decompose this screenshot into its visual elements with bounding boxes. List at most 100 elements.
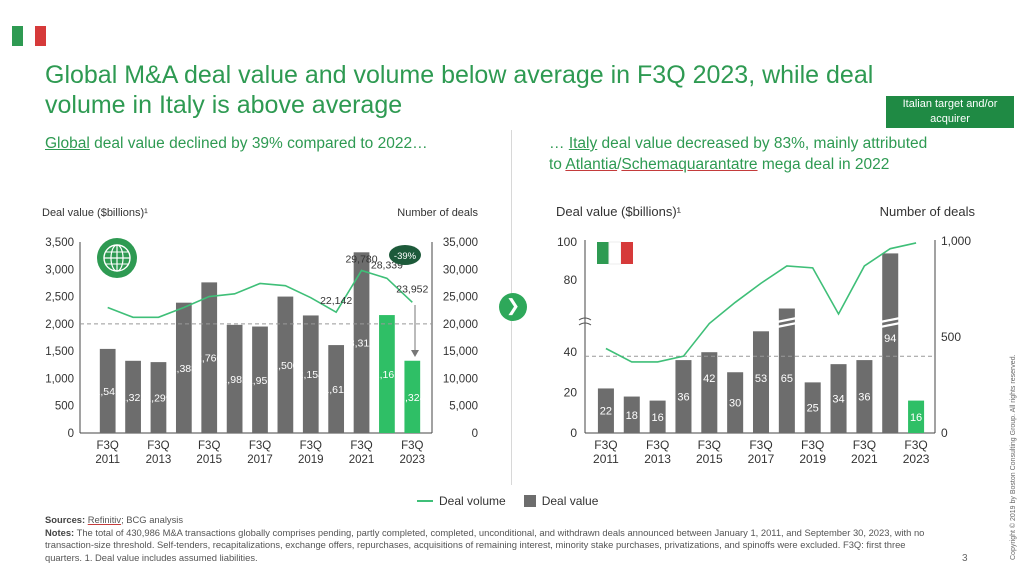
right-bar xyxy=(752,331,770,433)
right-bar-label: 36 xyxy=(677,392,689,404)
right-bar xyxy=(727,372,744,433)
right-y2label: Number of deals xyxy=(880,204,976,219)
left-subtitle-text: deal value declined by 39% compared to 2… xyxy=(89,135,428,152)
italy-chart: Deal value ($billions)¹ Number of deals02… xyxy=(556,204,976,466)
left-bar xyxy=(201,282,218,433)
left-bar xyxy=(226,324,243,433)
left-xtick-label: 2015 xyxy=(196,454,222,466)
left-y2tick-label: 0 xyxy=(472,428,478,440)
left-bar-label: 1,541 xyxy=(95,386,121,398)
right-xtick-label: 2015 xyxy=(696,452,723,466)
right-bar xyxy=(675,360,692,433)
right-bar xyxy=(804,382,821,433)
right-bar xyxy=(882,253,899,433)
left-bar xyxy=(277,296,294,433)
right-bar-label: 25 xyxy=(807,403,819,415)
copyright-text: Copyright © 2019 by Boston Consulting Gr… xyxy=(1010,354,1017,560)
left-xtick-label: F3Q xyxy=(350,440,372,452)
right-xtick-label: 2013 xyxy=(644,452,671,466)
right-subtitle-slash: / xyxy=(617,156,622,173)
right-subtitle-atlantia: Atlantia xyxy=(565,156,618,173)
legend-value-label: Deal value xyxy=(541,494,599,508)
left-ytick-label: 3,500 xyxy=(45,237,74,249)
left-bar xyxy=(252,326,268,433)
right-bar-label: 36 xyxy=(858,392,870,404)
right-axis-break-icon xyxy=(578,317,592,326)
flag-stripe-green xyxy=(12,26,24,46)
sources-rest: ; BCG analysis xyxy=(121,514,184,525)
right-ytick-label: 20 xyxy=(564,386,578,400)
left-xtick-label: 2023 xyxy=(400,454,426,466)
left-ytick-label: 1,500 xyxy=(45,346,74,358)
italy-flag-icon-white xyxy=(608,241,622,265)
chevron-right-icon: ❯ xyxy=(499,293,527,321)
right-y2tick-label: 500 xyxy=(941,330,961,344)
left-bar-label: 2,161 xyxy=(374,369,400,381)
right-xtick-label: F3Q xyxy=(698,438,721,452)
left-bar xyxy=(150,362,167,433)
right-subtitle-text-1: deal value decreased by 83%, mainly attr… xyxy=(597,135,928,152)
right-ytick-label: 40 xyxy=(564,345,578,359)
left-bar xyxy=(353,252,370,433)
footnotes: Sources: Refinitiv; BCG analysis Notes: … xyxy=(45,514,945,564)
left-ylabel: Deal value ($billions)¹ xyxy=(42,207,148,219)
right-ytick-label: 80 xyxy=(564,273,578,287)
right-ytick-label: 100 xyxy=(557,235,577,249)
right-xtick-label: F3Q xyxy=(853,438,876,452)
right-bar xyxy=(701,352,718,433)
left-bar-label: 1,324 xyxy=(399,392,425,404)
flag-stripe-white xyxy=(23,26,35,46)
right-bar-label: 16 xyxy=(910,412,922,424)
left-volume-label: 22,142 xyxy=(320,295,352,307)
left-bar xyxy=(99,348,116,433)
italy-flag xyxy=(12,26,46,46)
left-xtick-label: F3Q xyxy=(249,440,271,452)
right-xtick-label: 2011 xyxy=(593,452,619,466)
legend-bar-swatch xyxy=(523,495,536,507)
global-chart: Deal value ($billions)¹ Number of deals 0 5… xyxy=(42,207,478,466)
left-subtitle: Global deal value declined by 39% compar… xyxy=(45,133,428,154)
right-xtick-label: F3Q xyxy=(594,438,617,452)
right-bar-label: 94 xyxy=(884,333,896,345)
left-xtick-label: F3Q xyxy=(147,440,169,452)
right-bar-break xyxy=(750,316,772,329)
right-subtitle-prefix: … xyxy=(549,135,569,152)
right-subtitle: … Italy deal value decreased by 83%, mai… xyxy=(549,133,989,175)
left-subtitle-global: Global xyxy=(45,135,90,152)
right-y2tick-label: 0 xyxy=(941,426,948,440)
left-ytick-label: 500 xyxy=(55,401,74,413)
right-bar-label: 53 xyxy=(755,373,767,385)
right-bar xyxy=(856,360,873,433)
right-xtick-label: 2023 xyxy=(903,452,930,466)
left-xtick-label: F3Q xyxy=(401,440,423,452)
left-xtick-label: 2021 xyxy=(349,454,375,466)
left-bar xyxy=(379,315,395,433)
left-bar-label: 1,323 xyxy=(120,392,146,404)
right-y2tick-label: 1,000 xyxy=(941,234,971,248)
italy-flag-icon xyxy=(597,242,609,264)
right-ytick-label: 0 xyxy=(570,426,577,440)
left-bar-label: 2,154 xyxy=(298,369,324,381)
right-xtick-label: F3Q xyxy=(801,438,824,452)
right-bar-break xyxy=(776,316,798,329)
left-bar xyxy=(404,360,421,433)
left-change-badge xyxy=(389,245,421,265)
sources-label: Sources: xyxy=(45,514,86,525)
legend-line-swatch xyxy=(417,500,433,502)
left-change-badge-text: -39% xyxy=(394,251,417,262)
left-bar xyxy=(328,345,345,433)
left-xtick-label: 2017 xyxy=(247,454,273,466)
left-bar-label: 1,951 xyxy=(247,375,273,387)
right-subtitle-to: to xyxy=(549,156,566,173)
left-bar-label: 2,500 xyxy=(272,360,298,372)
left-bar xyxy=(125,360,141,433)
right-bar xyxy=(778,308,795,433)
page-number: 3 xyxy=(962,553,968,564)
flag-stripe-red xyxy=(34,26,46,46)
notes-text: The total of 430,986 M&A transactions gl… xyxy=(45,526,925,563)
left-xtick-label: 2013 xyxy=(146,454,172,466)
right-subtitle-italy: Italy xyxy=(568,135,598,152)
left-ytick-label: 2,000 xyxy=(45,319,74,331)
left-bar-label: 1,299 xyxy=(145,393,171,405)
right-xtick-label: 2021 xyxy=(851,452,878,466)
